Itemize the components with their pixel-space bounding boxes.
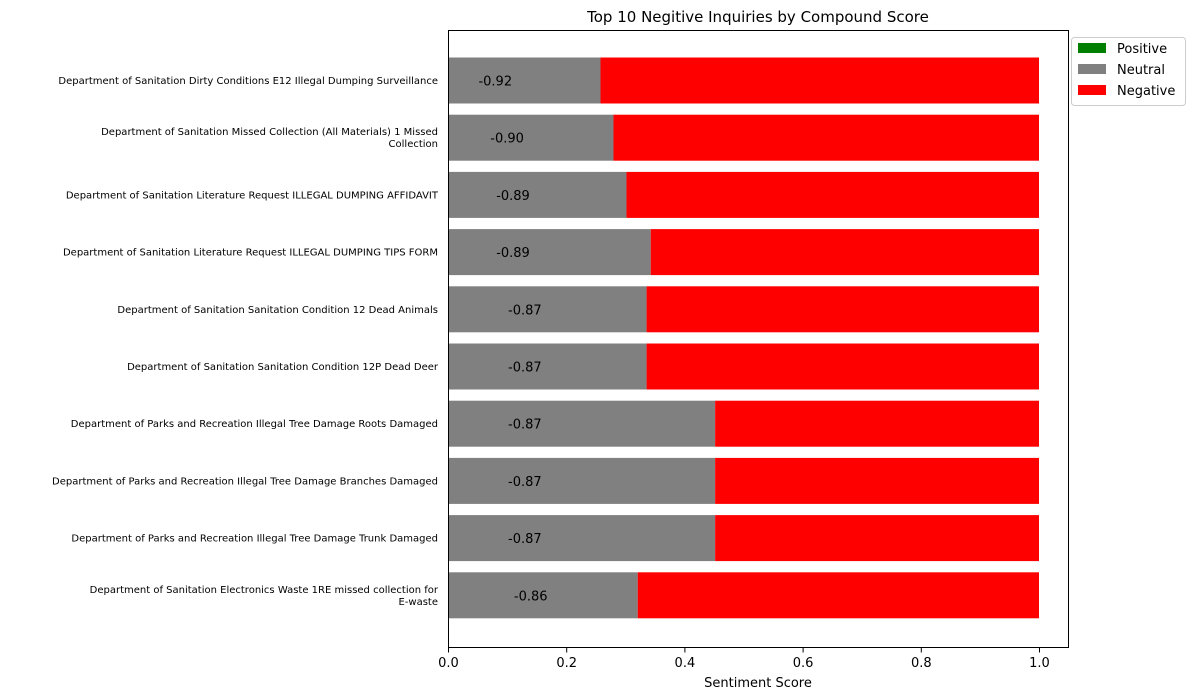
bar-neutral-5 bbox=[448, 286, 647, 333]
compound-label-10: -0.86 bbox=[514, 589, 548, 604]
bar-neutral-10 bbox=[448, 572, 638, 619]
category-label-line: Department of Parks and Recreation Illeg… bbox=[71, 534, 438, 545]
bar-negative-9 bbox=[715, 515, 1039, 562]
category-label-9: Department of Parks and Recreation Illeg… bbox=[71, 534, 438, 545]
category-label-line: Collection bbox=[389, 139, 438, 150]
category-label-line: Department of Sanitation Sanitation Cond… bbox=[127, 362, 439, 373]
category-label-line: Department of Sanitation Sanitation Cond… bbox=[117, 305, 438, 316]
category-label-line: Department of Sanitation Dirty Condition… bbox=[58, 76, 438, 87]
category-label-6: Department of Sanitation Sanitation Cond… bbox=[127, 362, 439, 373]
legend-label-positive: Positive bbox=[1117, 42, 1167, 57]
bar-negative-7 bbox=[715, 400, 1039, 447]
category-label-10: Department of Sanitation Electronics Was… bbox=[90, 585, 439, 608]
chart-title: Top 10 Negitive Inquiries by Compound Sc… bbox=[586, 8, 929, 26]
category-label-3: Department of Sanitation Literature Requ… bbox=[66, 190, 439, 201]
legend-label-negative: Negative bbox=[1117, 84, 1175, 99]
bar-neutral-9 bbox=[448, 515, 716, 562]
bar-negative-3 bbox=[626, 171, 1039, 218]
bar-neutral-8 bbox=[448, 457, 716, 504]
bar-neutral-3 bbox=[448, 171, 627, 218]
compound-label-9: -0.87 bbox=[508, 532, 542, 547]
category-label-line: Department of Parks and Recreation Illeg… bbox=[52, 476, 438, 487]
category-label-line: Department of Sanitation Literature Requ… bbox=[66, 190, 439, 201]
compound-label-7: -0.87 bbox=[508, 418, 542, 433]
legend-swatch-positive bbox=[1078, 43, 1106, 53]
bar-negative-2 bbox=[613, 114, 1039, 161]
compound-label-4: -0.89 bbox=[496, 246, 530, 261]
category-label-line: Department of Sanitation Missed Collecti… bbox=[101, 127, 438, 138]
x-tick-label: 0.4 bbox=[675, 656, 696, 671]
legend: Positive Neutral Negative bbox=[1071, 37, 1186, 106]
category-label-4: Department of Sanitation Literature Requ… bbox=[63, 248, 438, 259]
compound-label-6: -0.87 bbox=[508, 361, 542, 376]
category-label-line: Department of Parks and Recreation Illeg… bbox=[71, 419, 438, 430]
compound-labels: -0.92 -0.90 -0.89 -0.89 -0.87 -0.87 -0.87 -0.87… bbox=[478, 75, 547, 605]
x-tick-label: 0.8 bbox=[911, 656, 932, 671]
compound-label-1: -0.92 bbox=[478, 75, 512, 90]
category-label-5: Department of Sanitation Sanitation Cond… bbox=[117, 305, 438, 316]
category-label-line: E-waste bbox=[398, 597, 438, 608]
compound-label-2: -0.90 bbox=[490, 132, 524, 147]
bar-neutral-2 bbox=[448, 114, 614, 161]
bar-neutral-6 bbox=[448, 343, 647, 390]
x-axis: 0.0 0.2 0.4 0.6 0.8 1.0 bbox=[438, 647, 1050, 671]
bar-negative-4 bbox=[650, 229, 1039, 276]
category-label-2: Department of Sanitation Missed Collecti… bbox=[101, 127, 438, 150]
category-label-7: Department of Parks and Recreation Illeg… bbox=[71, 419, 438, 430]
compound-label-3: -0.89 bbox=[496, 189, 530, 204]
compound-label-5: -0.87 bbox=[508, 303, 542, 318]
bar-neutral-4 bbox=[448, 229, 651, 276]
x-tick-label: 0.6 bbox=[793, 656, 814, 671]
bar-negative-5 bbox=[646, 286, 1039, 333]
category-label-line: Department of Sanitation Literature Requ… bbox=[63, 248, 438, 259]
bar-negative-6 bbox=[646, 343, 1039, 390]
bar-negative-8 bbox=[715, 457, 1039, 504]
x-axis-label: Sentiment Score bbox=[704, 676, 812, 691]
x-tick-label: 1.0 bbox=[1029, 656, 1050, 671]
x-tick-label: 0.0 bbox=[438, 656, 459, 671]
legend-swatch-negative bbox=[1078, 85, 1106, 95]
x-tick-label: 0.2 bbox=[556, 656, 577, 671]
bar-negative-10 bbox=[637, 572, 1039, 619]
category-label-1: Department of Sanitation Dirty Condition… bbox=[58, 76, 438, 87]
category-label-line: Department of Sanitation Electronics Was… bbox=[90, 585, 439, 596]
category-labels: Department of Sanitation Dirty Condition… bbox=[52, 76, 439, 608]
legend-swatch-neutral bbox=[1078, 64, 1106, 74]
bar-neutral-7 bbox=[448, 400, 716, 447]
bars-layer bbox=[448, 57, 1039, 619]
compound-label-8: -0.87 bbox=[508, 475, 542, 490]
plot-frame bbox=[448, 30, 1069, 648]
legend-label-neutral: Neutral bbox=[1117, 63, 1165, 78]
bar-negative-1 bbox=[600, 57, 1039, 104]
bar-neutral-1 bbox=[448, 57, 601, 104]
category-label-8: Department of Parks and Recreation Illeg… bbox=[52, 476, 438, 487]
